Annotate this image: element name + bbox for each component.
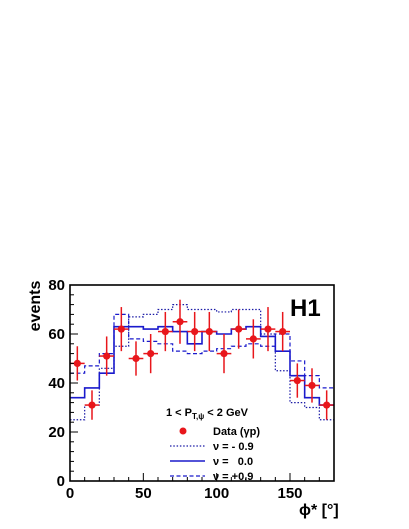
data-point [88,401,96,409]
data-point [73,359,81,367]
x-axis-title: ϕ* [°] [299,502,339,519]
data-point [264,325,272,333]
cut-label-subscript: T,ψ [192,412,204,421]
data-point [205,327,213,336]
legend-marker-data [179,427,187,435]
y-tick-label: 80 [48,277,65,294]
data-point [132,354,140,363]
series-line-dashed [70,313,334,389]
data-points-layer [70,299,334,420]
x-tick-label: 100 [204,485,229,502]
y-tick-label: 60 [48,326,65,343]
data-point [235,325,243,333]
data-point [220,350,228,358]
experiment-label: H1 [290,295,321,322]
cut-label-rest: < 2 GeV [204,407,248,419]
legend-label-nu-plus: ν = +0.9 [213,471,253,483]
legend: 1 < PT,ψ < 2 GeV Data (γp) ν = - 0.9 ν =… [166,407,260,483]
legend-label-nu-minus: ν = - 0.9 [213,441,254,453]
legend-label-nu-zero: ν = 0.0 [213,456,253,468]
data-point [161,327,169,336]
y-tick-label: 40 [48,375,65,392]
data-point [117,325,125,333]
cut-label-main: 1 < P [166,407,192,419]
y-tick-label: 20 [48,424,65,441]
y-axis-title: events [27,281,44,332]
data-point [191,327,199,336]
x-tick-label: 150 [277,485,302,502]
legend-label-data: Data (γp) [213,426,260,438]
x-tick-label: 50 [135,485,152,502]
data-point [147,350,155,358]
data-point [293,376,301,385]
data-point [176,318,184,326]
data-point [323,401,331,409]
x-tick-label: 0 [66,485,74,502]
data-point [103,352,111,360]
series-line-solid [70,325,334,406]
y-tick-label: 0 [57,473,65,490]
data-point [308,381,316,390]
cut-label: 1 < PT,ψ < 2 GeV [166,407,249,421]
axis-ticks-layer: 0 50 100 150 0 20 40 60 80 [48,277,335,502]
data-point [279,327,287,336]
data-point [249,335,257,343]
